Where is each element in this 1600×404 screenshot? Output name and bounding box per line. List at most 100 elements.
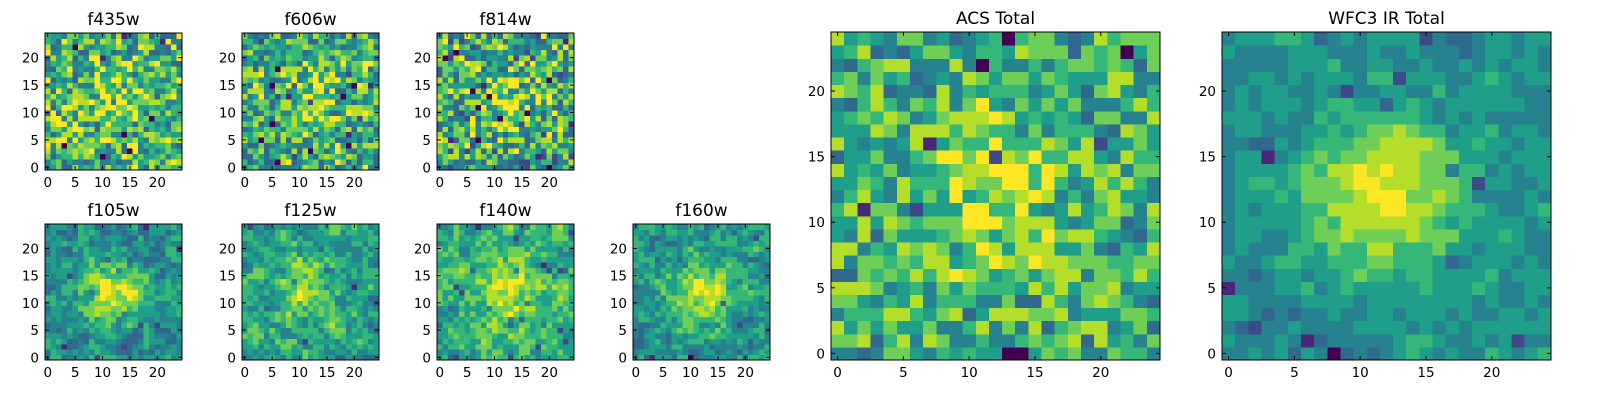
heatmap-cell [655,338,661,344]
heatmap-cell [963,203,977,217]
heatmap-cell [133,132,139,138]
heatmap-cell [1081,334,1095,348]
heatmap-cell [704,344,710,350]
heatmap-cell [50,159,56,165]
heatmap-cell [138,82,144,88]
heatmap-cell [160,246,166,252]
heatmap-cell [1134,255,1148,269]
heatmap-cell [558,273,564,279]
heatmap-cell [541,235,547,241]
heatmap-cell [116,93,122,99]
heatmap-cell [155,327,161,333]
heatmap-cell [286,251,292,257]
heatmap-cell [116,148,122,154]
panel-title: f606w [284,10,336,30]
heatmap-cell [759,322,765,328]
heatmap-cell [530,240,536,246]
heatmap-cell [286,333,292,339]
heatmap-cell [247,33,253,39]
heatmap-cell [497,154,503,160]
heatmap-cell [89,224,95,230]
heatmap-cell [111,82,117,88]
heatmap-cell [352,110,358,116]
heatmap-cell [363,251,369,257]
heatmap-cell [313,251,319,257]
heatmap-cell [302,126,308,132]
heatmap-cell [464,316,470,322]
heatmap-cell [346,143,352,149]
heatmap-cell [519,338,525,344]
heatmap-cell [541,273,547,279]
heatmap-cell [275,38,281,44]
heatmap-cell [536,44,542,50]
heatmap-cell [1107,242,1121,256]
heatmap-cell [459,251,465,257]
heatmap-cell [530,132,536,138]
heatmap-cell [459,71,465,77]
heatmap-cell [497,82,503,88]
heatmap-cell [138,148,144,154]
heatmap-cell [743,338,749,344]
heatmap-cell [45,344,51,350]
heatmap-cell [83,154,89,160]
heatmap-cell [492,159,498,165]
heatmap-cell [519,110,525,116]
heatmap-cell [105,66,111,72]
heatmap-cell [258,229,264,235]
heatmap-cell [519,71,525,77]
heatmap-cell [94,88,100,94]
heatmap-cell [155,289,161,295]
heatmap-cell [45,148,51,154]
heatmap-cell [547,278,553,284]
heatmap-cell [519,77,525,83]
heatmap-cell [453,257,459,263]
heatmap-cell [486,154,492,160]
heatmap-cell [475,115,481,121]
heatmap-cell [122,322,128,328]
heatmap-cell [514,159,520,165]
heatmap-cell [1042,268,1056,282]
heatmap-cell [492,154,498,160]
heatmap-cell [89,240,95,246]
heatmap-cell [547,60,553,66]
heatmap-cell [530,38,536,44]
heatmap-cell [503,148,509,154]
heatmap-cell [1121,281,1135,295]
heatmap-cell [519,278,525,284]
heatmap-cell [442,235,448,241]
heatmap-cell [297,115,303,121]
heatmap-cell [346,132,352,138]
heatmap-cell [357,104,363,110]
heatmap-cell [660,322,666,328]
heatmap-cell [242,132,248,138]
heatmap-cell [644,289,650,295]
heatmap-cell [352,289,358,295]
heatmap-cell [693,349,699,355]
heatmap-cell [160,38,166,44]
heatmap-cell [264,311,270,317]
heatmap-cell [61,143,67,149]
heatmap-cell [671,246,677,252]
heatmap-cell [111,38,117,44]
heatmap-cell [1081,242,1095,256]
heatmap-cell [492,55,498,61]
heatmap-cell [160,229,166,235]
heatmap-cell [949,216,963,230]
heatmap-cell [78,268,84,274]
heatmap-cell [710,316,716,322]
heatmap-cell [346,159,352,165]
heatmap-cell [497,66,503,72]
heatmap-cell [286,66,292,72]
heatmap-cell [481,295,487,301]
heatmap-cell [492,289,498,295]
heatmap-cell [530,300,536,306]
heatmap-cell [324,316,330,322]
heatmap-cell [552,229,558,235]
heatmap-cell [67,289,73,295]
heatmap-cell [122,55,128,61]
heatmap-cell [149,224,155,230]
heatmap-cell [144,322,150,328]
heatmap-cell [693,235,699,241]
heatmap-cell [525,110,531,116]
heatmap-cell [693,224,699,230]
